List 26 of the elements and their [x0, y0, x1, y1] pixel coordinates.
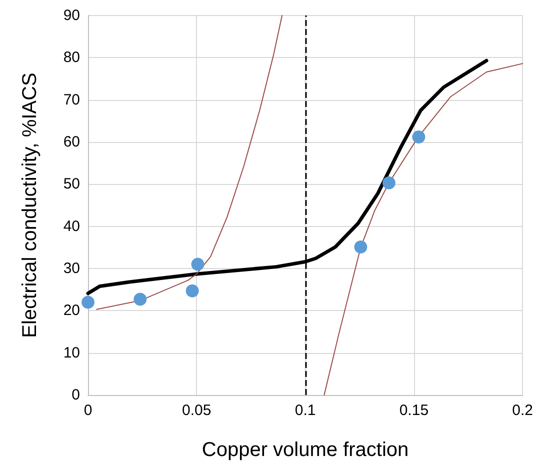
line-series: [324, 63, 524, 396]
point: [382, 176, 396, 190]
y-tick-label: 90: [63, 7, 80, 24]
point: [186, 284, 199, 298]
x-tick-label: 0: [84, 402, 92, 419]
y-tick-label: 50: [63, 176, 80, 193]
y-tick-label: 70: [63, 91, 80, 108]
y-tick-label: 60: [63, 134, 80, 150]
x-tick-label: 0.1: [294, 402, 316, 419]
x-tick-label: 0.15: [399, 402, 429, 419]
y-tick-label: 80: [63, 49, 80, 66]
x-tick-label: 0.2: [512, 402, 534, 419]
y-tick-label: 30: [63, 260, 80, 277]
point: [412, 130, 426, 144]
y-tick-label: 40: [63, 218, 80, 235]
point: [134, 292, 147, 306]
point: [191, 258, 204, 271]
point: [354, 240, 368, 254]
x-axis-title: Copper volume fraction: [202, 439, 409, 461]
y-tick-label: 20: [63, 302, 80, 320]
point: [82, 296, 94, 309]
x-tick-label: 0.05: [182, 402, 212, 419]
y-tick-label: 0: [72, 386, 80, 404]
y-axis-title: Electrical conductivity, %IACS: [19, 72, 41, 338]
y-tick-label: 10: [63, 344, 80, 362]
line-series: [96, 15, 283, 310]
